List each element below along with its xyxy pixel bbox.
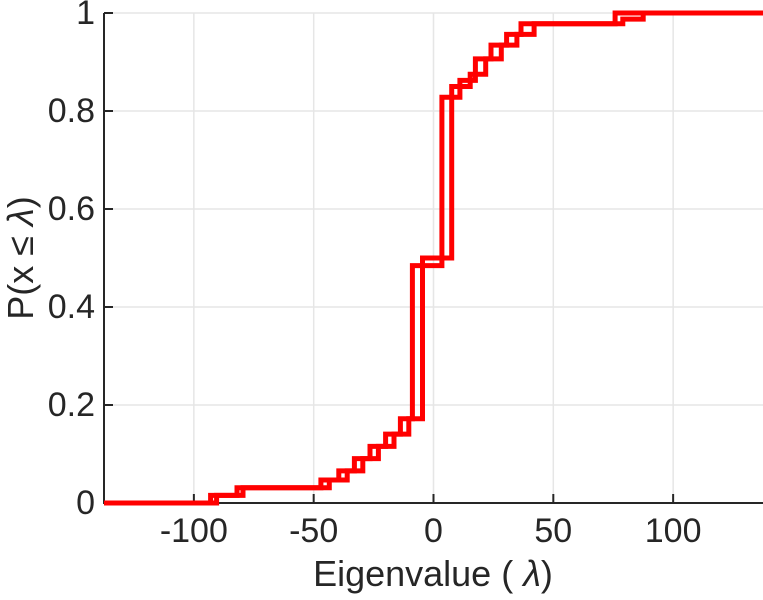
- y-tick-label: 1: [76, 0, 95, 32]
- y-tick-label: 0: [76, 484, 95, 522]
- y-tick-label: 0.2: [47, 386, 95, 424]
- y-axis-label-text: P(x ≤: [0, 225, 41, 320]
- tick-marks: [104, 12, 675, 504]
- y-tick-label: 0.6: [47, 190, 95, 228]
- eigenvalue-ecdf-2-step-line: [104, 10, 763, 506]
- x-tick-label: -100: [159, 512, 228, 550]
- y-axis-label-close-paren: ): [0, 196, 41, 209]
- lambda-symbol: λ: [0, 208, 41, 226]
- y-tick-label: 0.8: [47, 92, 95, 130]
- lambda-symbol: λ: [523, 553, 541, 594]
- y-tick-label: 0.4: [47, 288, 95, 326]
- x-axis-label-text: Eigenvalue (: [313, 553, 524, 594]
- x-axis-label-close-paren: ): [540, 553, 553, 594]
- ecdf-step-curves: [104, 10, 763, 506]
- y-axis-label: P(x ≤ λ): [0, 196, 41, 320]
- x-tick-label: 0: [424, 512, 443, 550]
- x-tick-label: 100: [644, 512, 702, 550]
- x-axis-label: Eigenvalue ( λ): [313, 555, 553, 593]
- x-tick-label: -50: [289, 512, 339, 550]
- x-tick-label: 50: [534, 512, 573, 550]
